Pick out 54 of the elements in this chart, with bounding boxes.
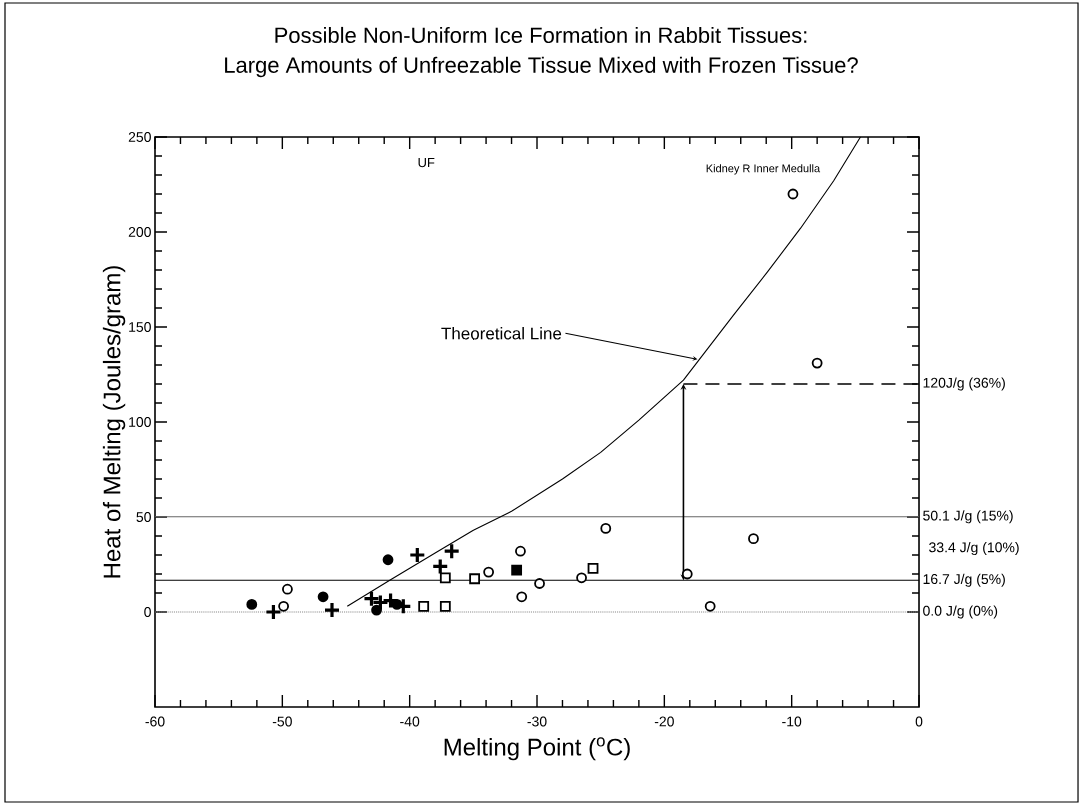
- point: [534, 578, 545, 589]
- point: [469, 573, 481, 585]
- point: [439, 572, 451, 584]
- x-tick-label: -10: [782, 716, 802, 727]
- y-tick-label: 0: [144, 607, 151, 617]
- annotation: 120J/g (36%): [923, 377, 1005, 391]
- point: [515, 545, 526, 557]
- y-tick-label: 200: [128, 227, 151, 237]
- point: [443, 542, 461, 560]
- ref-line-label: 50.1 J/g (15%): [923, 510, 1013, 524]
- point: [323, 601, 341, 619]
- point: [408, 546, 426, 564]
- point: [418, 600, 430, 612]
- point: [511, 564, 523, 576]
- y-tick-label: 150: [129, 322, 151, 332]
- point: [516, 591, 528, 603]
- point: [748, 533, 759, 545]
- point: [483, 566, 495, 578]
- x-tick-label: 0: [915, 716, 923, 727]
- chart-subtitle: Large Amounts of Unfreezable Tissue Mixed with Frozen Tissue?: [225, 56, 858, 78]
- point: [704, 600, 716, 612]
- point: [382, 554, 394, 566]
- point: [811, 357, 823, 369]
- point: [264, 603, 283, 621]
- annotation: Kidney R Inner Medulla: [706, 164, 821, 175]
- x-axis-title: Melting Point ($^{o}$C): [444, 737, 630, 761]
- point: [278, 600, 290, 612]
- point: [681, 568, 693, 580]
- point: [282, 583, 293, 595]
- x-tick-label: -50: [272, 716, 292, 727]
- annotation: Theoretical Line: [441, 327, 562, 340]
- x-tick-label: -60: [145, 716, 165, 727]
- point: [587, 562, 599, 574]
- y-tick-label: 50: [136, 512, 151, 522]
- chart-title: Possible Non-Uniform Ice Formation in Rabbit Tissues:: [275, 26, 807, 44]
- point: [576, 572, 587, 584]
- x-tick-label: -40: [400, 716, 420, 727]
- point: [317, 591, 329, 603]
- ref-line-label: 0.0 J/g (0%): [923, 605, 998, 619]
- ref-line-label: 16.7 J/g (5%): [923, 573, 1005, 587]
- point: [246, 599, 258, 610]
- text: 33.4 J/g (10%): [929, 542, 1019, 556]
- point: [600, 523, 612, 534]
- point: [787, 188, 799, 200]
- annotation: UF: [418, 158, 435, 168]
- y-axis-title: Heat of Melting (Joules/gram): [102, 266, 126, 578]
- y-tick-label: 250: [128, 132, 151, 142]
- x-tick-label: -30: [527, 716, 547, 727]
- point: [381, 592, 400, 610]
- x-tick-label: -20: [654, 716, 674, 727]
- point: [431, 557, 449, 575]
- y-tick-label: 100: [129, 417, 151, 427]
- point: [439, 600, 451, 612]
- point: [371, 604, 382, 616]
